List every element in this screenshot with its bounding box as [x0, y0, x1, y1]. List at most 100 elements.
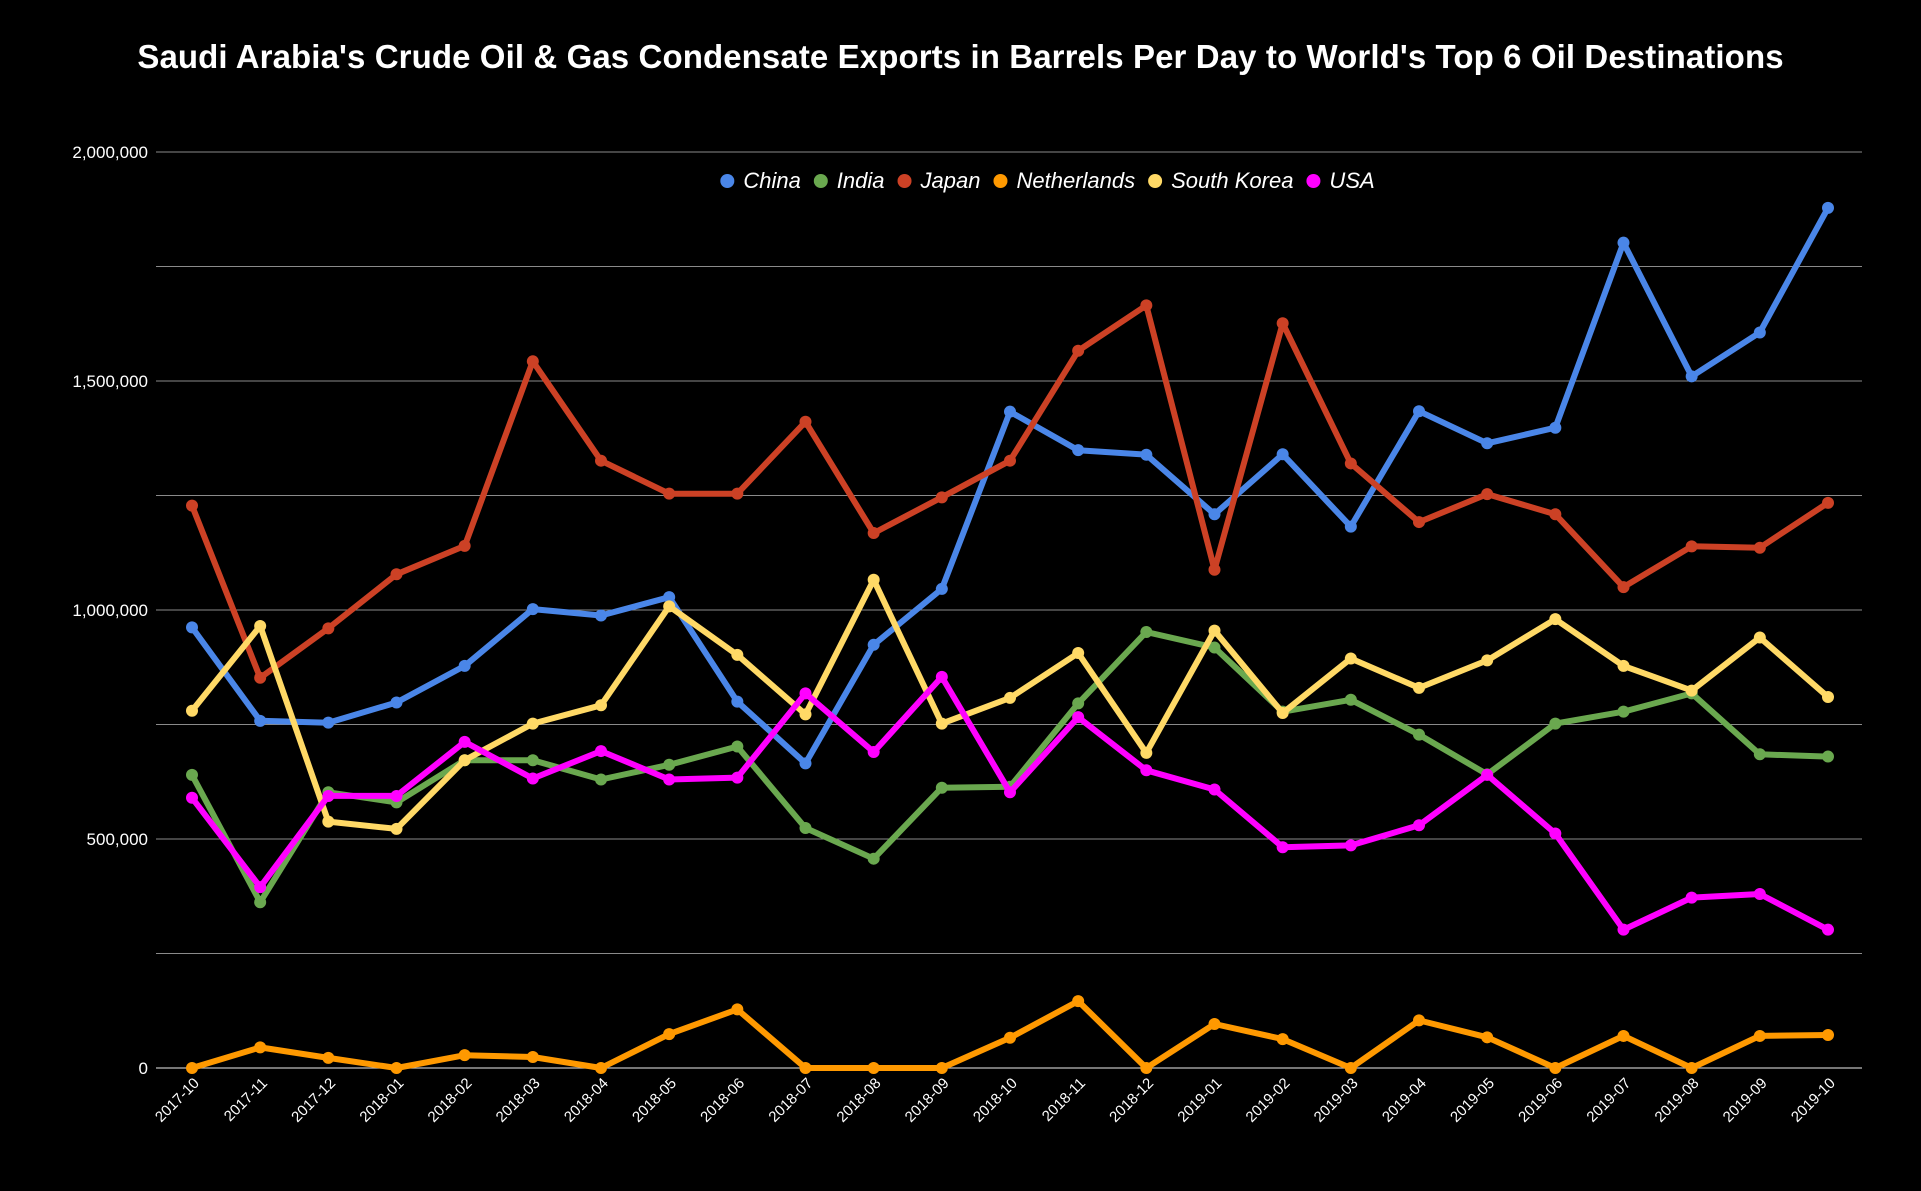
legend: China India Japan Netherlands South Korea USA	[720, 168, 1375, 193]
data-point-south-korea	[935, 717, 948, 730]
data-point-india	[595, 773, 607, 786]
series-line-china	[189, 204, 1831, 767]
data-point-south-korea	[1549, 613, 1562, 626]
x-tick-label: 2019-10	[1788, 1075, 1839, 1126]
data-point-south-korea	[1481, 654, 1494, 667]
data-point-china	[663, 591, 676, 604]
y-tick-label: 1,500,000	[72, 372, 148, 391]
data-point-usa	[1072, 711, 1085, 724]
data-point-india	[731, 740, 744, 753]
x-tick-label: 2017-12	[288, 1075, 339, 1126]
data-point-china	[1617, 236, 1630, 249]
data-point-china	[1549, 421, 1562, 434]
data-point-usa	[867, 745, 880, 758]
data-point-netherlands	[1072, 995, 1085, 1008]
data-point-india	[1753, 748, 1766, 761]
data-point-south-korea	[526, 717, 539, 730]
data-point-south-korea	[867, 573, 880, 586]
data-point-usa	[1753, 887, 1766, 900]
data-point-usa	[1208, 783, 1221, 796]
data-point-usa	[935, 670, 948, 683]
data-point-japan	[1072, 344, 1085, 357]
x-tick-label: 2019-06	[1515, 1075, 1566, 1126]
data-point-usa	[1344, 839, 1357, 852]
data-point-south-korea	[390, 822, 403, 835]
data-point-india	[1140, 625, 1153, 638]
x-tick-label: 2018-12	[1106, 1075, 1157, 1126]
y-tick-label: 2,000,000	[72, 143, 148, 162]
x-tick-label: 2019-09	[1720, 1075, 1771, 1126]
data-point-netherlands	[1276, 1033, 1289, 1046]
data-point-japan	[731, 487, 744, 500]
data-point-china	[458, 659, 471, 672]
legend-label: China	[743, 168, 800, 193]
data-point-japan	[1004, 454, 1016, 467]
data-point-china	[526, 603, 539, 616]
data-point-india	[1413, 728, 1425, 741]
data-point-usa	[1617, 923, 1630, 936]
x-tick-label: 2018-01	[356, 1075, 407, 1126]
data-point-usa	[390, 789, 403, 802]
x-tick-label: 2017-11	[221, 1075, 271, 1125]
data-point-usa	[799, 687, 812, 700]
data-point-india	[1208, 641, 1221, 654]
x-tick-label: 2018-10	[970, 1075, 1021, 1126]
legend-marker	[720, 174, 735, 188]
legend-marker	[993, 174, 1008, 188]
data-point-china	[1344, 520, 1357, 533]
series-usa	[186, 670, 1834, 936]
legend-item: USA	[1306, 168, 1375, 193]
data-point-south-korea	[595, 699, 607, 712]
data-point-netherlands	[1617, 1029, 1630, 1042]
data-point-netherlands	[1685, 1062, 1698, 1074]
data-point-india	[935, 781, 948, 794]
x-tick-label: 2019-05	[1447, 1075, 1498, 1126]
data-point-south-korea	[1208, 624, 1221, 637]
x-tick-label: 2018-04	[561, 1075, 612, 1126]
data-point-japan	[1481, 488, 1494, 501]
data-point-japan	[458, 539, 471, 552]
data-point-japan	[254, 671, 267, 684]
y-axis-tick-labels: 0 500,000 1,000,000 1,500,000 2,000,000	[72, 143, 148, 1078]
data-point-china	[867, 638, 880, 651]
series-china	[186, 201, 1834, 770]
data-point-south-korea	[1140, 746, 1153, 759]
data-point-usa	[1140, 764, 1153, 777]
data-point-japan	[390, 568, 403, 581]
data-point-south-korea	[799, 708, 812, 721]
data-point-japan	[1822, 496, 1834, 509]
data-point-china	[1276, 448, 1289, 461]
x-tick-label: 2019-08	[1652, 1075, 1703, 1126]
data-point-japan	[867, 527, 880, 540]
data-point-japan	[1208, 563, 1221, 576]
data-point-south-korea	[1072, 647, 1085, 660]
data-point-south-korea	[663, 600, 676, 613]
data-point-netherlands	[1822, 1029, 1834, 1042]
data-point-netherlands	[1208, 1018, 1221, 1031]
data-point-usa	[1481, 768, 1494, 781]
data-point-india	[186, 768, 198, 781]
data-point-china	[799, 757, 812, 770]
data-point-china	[731, 695, 744, 708]
data-point-usa	[731, 771, 744, 784]
data-point-netherlands	[1549, 1062, 1562, 1074]
data-point-usa	[1549, 827, 1562, 840]
legend-item: Japan	[897, 168, 980, 193]
data-point-usa	[526, 772, 539, 785]
x-tick-label: 2018-06	[697, 1075, 748, 1126]
legend-item: China	[720, 168, 801, 193]
data-point-japan	[1276, 317, 1289, 330]
data-point-netherlands	[595, 1062, 607, 1074]
data-point-south-korea	[254, 620, 267, 633]
data-point-china	[1753, 326, 1766, 339]
data-point-south-korea	[1753, 631, 1766, 644]
data-point-netherlands	[867, 1062, 880, 1074]
data-point-china	[1685, 370, 1698, 383]
data-point-japan	[1344, 457, 1357, 470]
data-point-netherlands	[322, 1051, 335, 1064]
data-point-india	[1617, 705, 1630, 718]
x-tick-label: 2018-08	[834, 1075, 885, 1126]
data-point-south-korea	[731, 648, 744, 661]
data-point-japan	[1549, 508, 1562, 521]
